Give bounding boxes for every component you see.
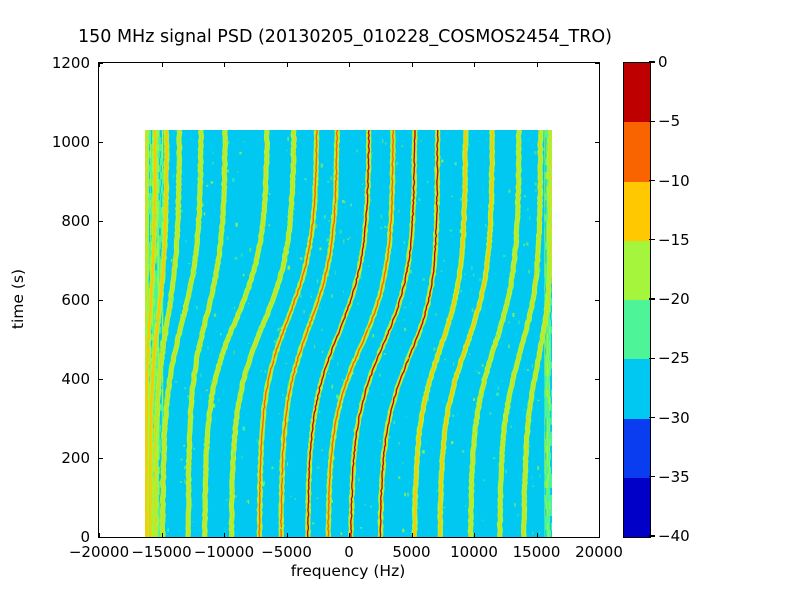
x-tick-label: 0 — [344, 543, 354, 561]
colorbar-tick — [649, 298, 655, 300]
colorbar-tick — [649, 179, 655, 182]
y-tick-label: 200 — [61, 449, 90, 467]
y-tick — [98, 458, 103, 460]
x-tick-label: −10000 — [193, 543, 255, 561]
y-tick-right — [595, 537, 600, 539]
doppler-trace — [305, 130, 372, 537]
colorbar-tick — [649, 535, 655, 537]
x-axis-label: frequency (Hz) — [290, 562, 406, 580]
colorbar-band — [624, 240, 650, 300]
colorbar-tick — [649, 239, 655, 241]
colorbar-band — [624, 63, 650, 123]
colorbar-band — [624, 359, 650, 419]
colorbar-band — [624, 418, 650, 478]
y-tick-label: 800 — [61, 212, 90, 230]
colorbar-band — [624, 477, 650, 537]
y-tick-label: 600 — [61, 291, 90, 309]
x-tick-top — [474, 62, 476, 67]
colorbar-tick-label: −5 — [658, 112, 681, 131]
doppler-trace — [437, 130, 496, 537]
main-axes: −20000 −15000 −10000 −5000 0 5000 10000 15000 20… — [52, 54, 623, 561]
y-tick-right — [595, 142, 600, 144]
x-tick — [286, 533, 288, 538]
x-tick-top — [349, 62, 351, 67]
doppler-trace — [201, 130, 271, 537]
colorbar-tick — [649, 476, 655, 478]
x-tick — [161, 533, 163, 538]
x-tick-top — [599, 62, 601, 67]
colorbar-band — [624, 181, 650, 241]
x-tick — [599, 533, 601, 538]
y-tick-right — [595, 458, 600, 460]
doppler-trace — [256, 130, 320, 537]
x-tick-top — [286, 62, 288, 67]
x-tick-label: −5000 — [261, 543, 312, 561]
y-tick-label: 1000 — [51, 133, 90, 151]
y-tick-right — [595, 221, 600, 223]
doppler-trace — [145, 130, 159, 537]
y-tick-label: 400 — [61, 370, 90, 388]
y-tick — [98, 379, 103, 381]
doppler-trace — [377, 130, 441, 537]
x-tick — [99, 533, 101, 538]
doppler-trace — [159, 130, 205, 537]
colorbar-tick-label: −20 — [658, 290, 690, 308]
y-tick-label: 1200 — [51, 54, 90, 72]
x-tick-top — [224, 62, 226, 67]
y-tick — [98, 142, 103, 144]
x-tick-label: 10000 — [450, 543, 498, 561]
colorbar-tick-label: −35 — [658, 467, 690, 486]
x-tick — [474, 533, 476, 538]
colorbar-tick — [649, 61, 655, 63]
x-tick — [536, 533, 538, 538]
x-tick-top — [161, 62, 163, 67]
x-tick-label: 20000 — [575, 543, 623, 561]
y-tick — [98, 63, 103, 65]
colorbar-tick-label: −40 — [658, 527, 690, 545]
colorbar-tick — [649, 120, 655, 122]
spectrogram-heatmap — [145, 130, 552, 537]
x-tick-top — [411, 62, 413, 67]
doppler-trace — [411, 130, 469, 537]
plot-title: 150 MHz signal PSD (20130205_010228_COSM… — [77, 27, 613, 47]
doppler-trace — [152, 130, 183, 537]
colorbar — [623, 62, 651, 538]
x-tick — [224, 533, 226, 538]
y-tick — [98, 537, 103, 539]
doppler-trace — [467, 130, 522, 537]
doppler-trace — [496, 130, 544, 537]
y-tick-label: 0 — [80, 528, 90, 546]
y-tick-right — [595, 379, 600, 381]
doppler-trace — [520, 130, 552, 537]
y-tick-right — [595, 300, 600, 302]
colorbar-band — [624, 300, 650, 360]
x-tick-label: −20000 — [68, 543, 130, 561]
doppler-trace — [278, 130, 341, 537]
colorbar-tick-label: 0 — [658, 53, 668, 71]
colorbar-tick — [649, 416, 655, 419]
colorbar-tick-label: −30 — [658, 408, 690, 427]
colorbar-band — [624, 122, 650, 182]
colorbar-tick-label: −15 — [658, 230, 690, 249]
y-tick — [98, 300, 103, 302]
doppler-trace — [325, 130, 396, 537]
spectrogram-image — [145, 130, 552, 537]
x-tick-top — [99, 62, 101, 67]
x-tick-label: 5000 — [392, 543, 431, 561]
doppler-trace — [185, 130, 228, 537]
y-axis-label: time (s) — [9, 268, 27, 330]
doppler-trace — [147, 130, 170, 537]
colorbar-tick-label: −10 — [658, 171, 690, 190]
x-tick — [411, 533, 413, 538]
x-tick-top — [536, 62, 538, 67]
colorbar-tick — [649, 357, 655, 359]
x-tick-label: 15000 — [512, 543, 561, 561]
x-tick — [349, 533, 351, 538]
y-tick — [98, 221, 103, 223]
x-tick-label: −15000 — [131, 543, 192, 561]
y-tick-right — [595, 63, 600, 65]
doppler-trace — [347, 130, 418, 537]
colorbar-tick-label: −25 — [658, 349, 690, 368]
